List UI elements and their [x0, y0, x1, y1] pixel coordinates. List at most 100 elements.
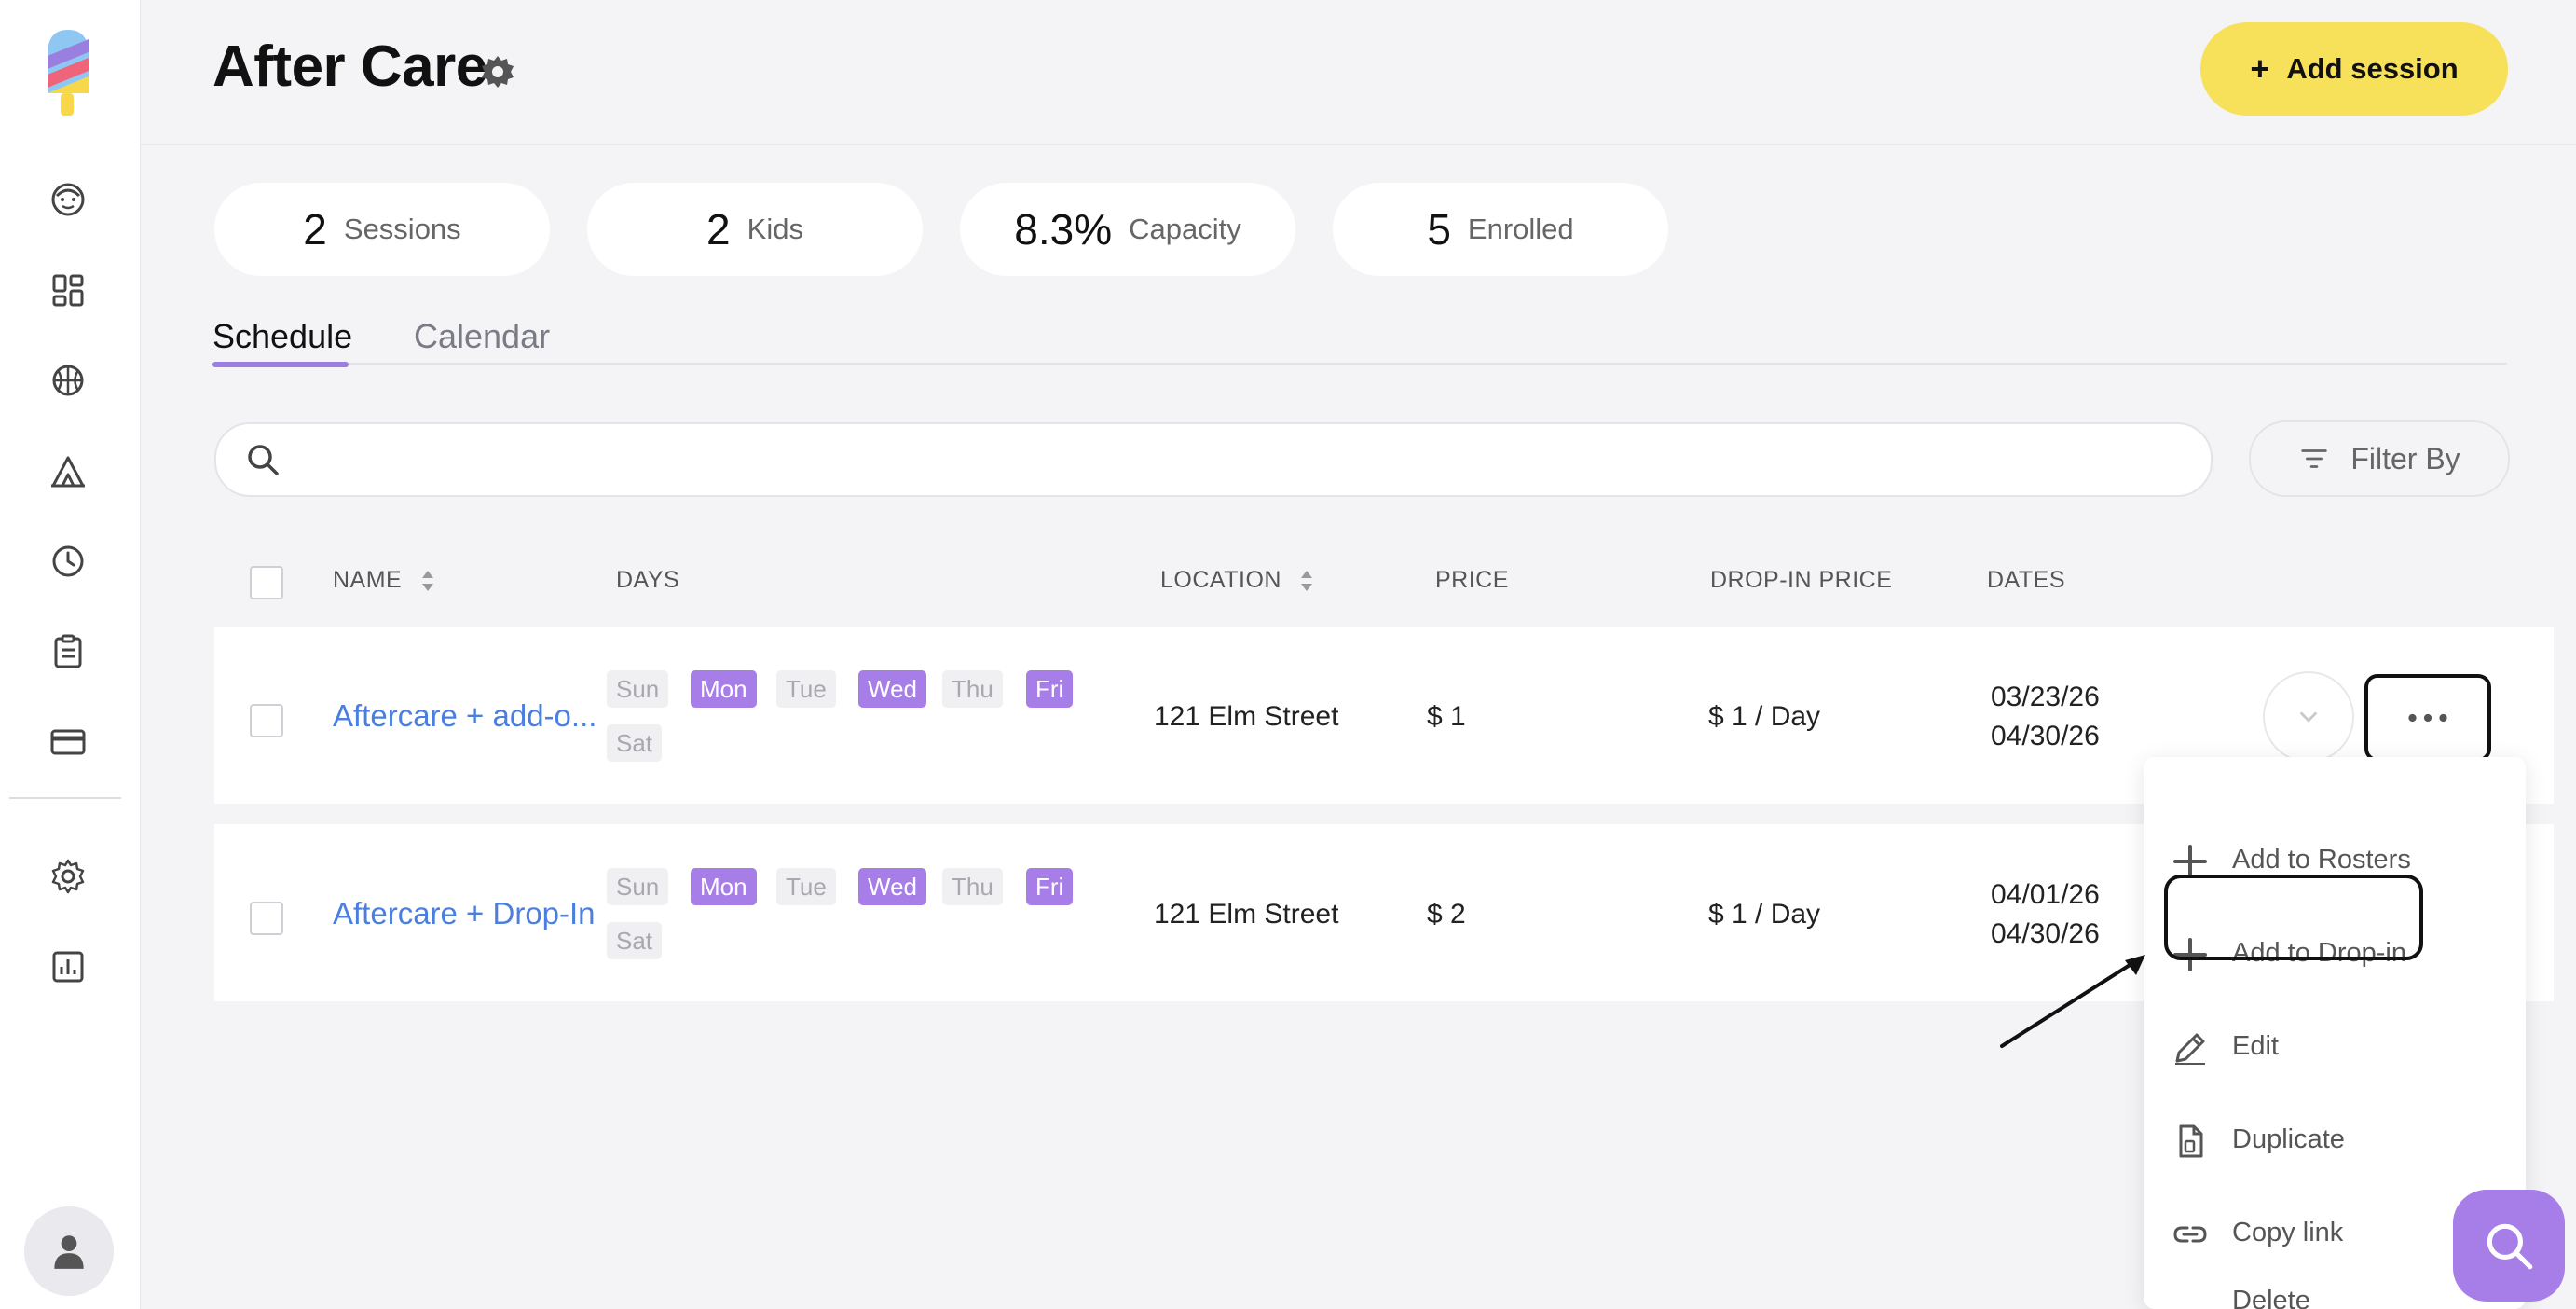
menu-item-duplicate[interactable]: Duplicate: [2144, 1099, 2526, 1183]
credit-card-icon[interactable]: [44, 718, 92, 766]
stat-card-capacity: 8.3% Capacity: [960, 183, 1295, 276]
link-icon: [2173, 1226, 2207, 1243]
search-icon: [2487, 1223, 2533, 1270]
session-name-link[interactable]: Aftercare + add-o...: [333, 698, 597, 733]
column-name-label: NAME: [333, 567, 403, 593]
stat-value: 2: [706, 205, 731, 254]
stat-card-sessions: 2 Sessions: [214, 183, 550, 276]
day-chip-fri: Fri: [1026, 868, 1074, 905]
settings-gear-icon[interactable]: [477, 52, 518, 93]
more-options-button[interactable]: [2364, 674, 2491, 762]
clipboard-icon[interactable]: [44, 627, 92, 676]
search-icon: [248, 445, 279, 475]
day-chip-mon: Mon: [691, 868, 757, 905]
menu-item-delete[interactable]: Delete: [2144, 1286, 2526, 1309]
menu-item-label: Add to Drop-in: [2232, 938, 2406, 968]
stat-card-enrolled: 5 Enrolled: [1333, 183, 1668, 276]
plus-icon: +: [2250, 49, 2270, 88]
menu-item-label: Duplicate: [2232, 1124, 2345, 1154]
menu-item-label: Add to Rosters: [2232, 845, 2411, 875]
gear-icon[interactable]: [44, 852, 92, 901]
plus-icon: [2173, 938, 2207, 971]
dropin-price-cell: $ 1 / Day: [1708, 701, 1821, 732]
stat-label: Sessions: [343, 213, 461, 245]
column-header-dates: DATES: [1987, 567, 2065, 593]
logo-icon[interactable]: [44, 26, 92, 119]
column-location-label: LOCATION: [1160, 567, 1281, 593]
chevron-down-icon: [2300, 711, 2317, 723]
tab-calendar[interactable]: Calendar: [414, 317, 551, 355]
date-end: 04/30/26: [1991, 918, 2100, 949]
plus-icon: [2173, 845, 2207, 878]
stat-label: Capacity: [1129, 213, 1241, 245]
filter-icon: [2301, 449, 2328, 468]
select-all-checkbox[interactable]: [250, 566, 283, 599]
menu-item-copy-link[interactable]: Copy link: [2144, 1192, 2526, 1276]
row-checkbox[interactable]: [250, 704, 283, 737]
menu-item-add-to-drop-in[interactable]: Add to Drop-in: [2144, 913, 2526, 997]
menu-item-label: Copy link: [2232, 1218, 2344, 1247]
user-avatar-icon[interactable]: [24, 1206, 114, 1296]
price-cell: $ 1: [1427, 701, 1466, 732]
menu-item-edit[interactable]: Edit: [2144, 1006, 2526, 1090]
sidebar-divider: [9, 797, 121, 799]
add-session-button[interactable]: + Add session: [2200, 22, 2508, 116]
column-header-name[interactable]: NAME: [333, 567, 435, 594]
kid-face-icon[interactable]: [44, 175, 92, 224]
report-icon[interactable]: [44, 943, 92, 991]
help-search-button[interactable]: [2453, 1190, 2565, 1302]
stat-card-kids: 2 Kids: [587, 183, 923, 276]
sort-icon[interactable]: [420, 569, 435, 593]
day-chip-sun: Sun: [607, 670, 669, 708]
session-name-link[interactable]: Aftercare + Drop-In: [333, 896, 596, 930]
filter-by-button[interactable]: Filter By: [2249, 420, 2510, 497]
date-end: 04/30/26: [1991, 721, 2100, 751]
day-chip-sat: Sat: [607, 922, 663, 959]
day-chip-sat: Sat: [607, 724, 663, 762]
duplicate-icon: [2179, 1124, 2203, 1158]
tab-schedule[interactable]: Schedule: [212, 317, 353, 355]
day-chip-sun: Sun: [607, 868, 669, 905]
location-cell: 121 Elm Street: [1154, 701, 1339, 732]
day-chip-tue: Tue: [776, 670, 836, 708]
dashboard-icon[interactable]: [44, 266, 92, 314]
day-chip-thu: Thu: [942, 868, 1003, 905]
date-start: 03/23/26: [1991, 682, 2100, 712]
more-dots-icon: [2408, 713, 2447, 723]
stat-value: 8.3%: [1014, 205, 1113, 254]
day-chip-thu: Thu: [942, 670, 1003, 708]
expand-row-button[interactable]: [2263, 671, 2354, 763]
column-header-days: DAYS: [616, 567, 680, 593]
add-session-label: Add session: [2286, 52, 2459, 85]
location-cell: 121 Elm Street: [1154, 899, 1339, 930]
pencil-icon: [2175, 1033, 2205, 1065]
stat-label: Enrolled: [1467, 213, 1574, 245]
active-tab-indicator: [212, 362, 349, 367]
day-chip-wed: Wed: [858, 868, 926, 905]
column-header-dropin-price: DROP-IN PRICE: [1710, 567, 1893, 593]
date-start: 04/01/26: [1991, 879, 2100, 910]
stat-value: 5: [1427, 205, 1451, 254]
sort-icon[interactable]: [1299, 569, 1314, 593]
annotation-arrow: [2000, 955, 2145, 1048]
column-header-location[interactable]: LOCATION: [1160, 567, 1314, 594]
sports-ball-icon[interactable]: [44, 356, 92, 405]
dropin-price-cell: $ 1 / Day: [1708, 899, 1821, 930]
day-chip-mon: Mon: [691, 670, 757, 708]
row-checkbox[interactable]: [250, 902, 283, 935]
sidebar: [0, 0, 141, 1309]
day-chip-fri: Fri: [1026, 670, 1074, 708]
tabs-divider: [349, 363, 2507, 365]
search-input[interactable]: [300, 434, 2186, 488]
column-header-price: PRICE: [1435, 567, 1509, 593]
stat-value: 2: [303, 205, 327, 254]
tent-icon[interactable]: [44, 447, 92, 495]
menu-item-label: Delete: [2232, 1286, 2310, 1309]
clock-icon[interactable]: [44, 537, 92, 586]
menu-item-label: Edit: [2232, 1031, 2279, 1061]
price-cell: $ 2: [1427, 899, 1466, 930]
page-title: After Care: [212, 34, 487, 99]
menu-item-add-to-rosters[interactable]: Add to Rosters: [2144, 820, 2526, 903]
day-chip-wed: Wed: [858, 670, 926, 708]
day-chip-tue: Tue: [776, 868, 836, 905]
